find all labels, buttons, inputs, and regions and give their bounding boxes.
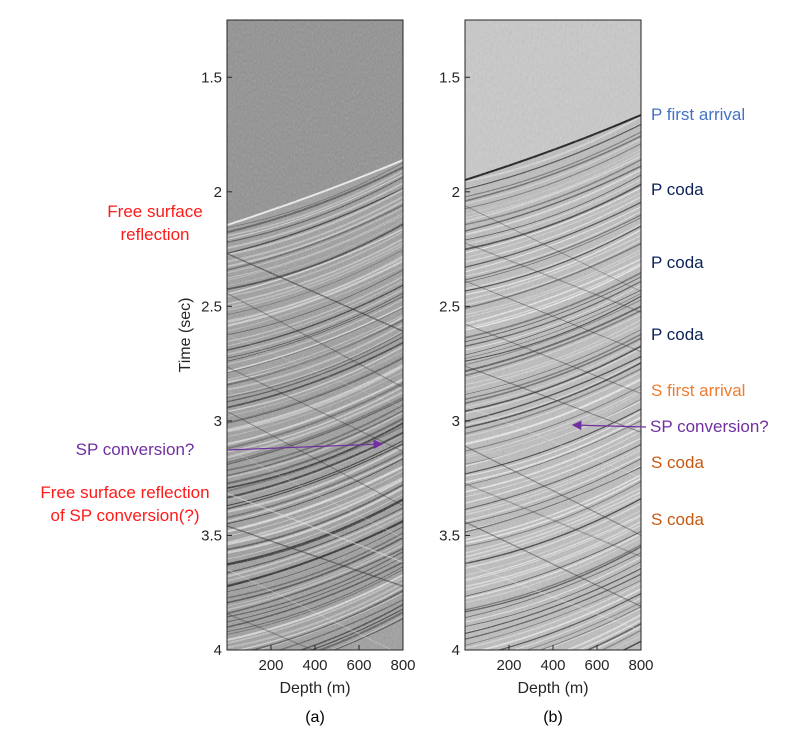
annotation-free-surface-sp-line1: Free surface reflection xyxy=(40,483,209,502)
panel-b-xtick-label: 400 xyxy=(540,657,565,674)
panel-a: 1.5 2 2.5 3 3.5 4 200 400 600 800 Depth (m) Time … xyxy=(40,19,416,726)
panel-a-xtick-label: 600 xyxy=(346,657,371,674)
panel-b-ytick-label: 3 xyxy=(452,413,460,430)
panel-b-ytick-label: 1.5 xyxy=(439,69,460,86)
annotation-sp-conversion-b: SP conversion? xyxy=(650,417,769,436)
panel-b-xtick-label: 800 xyxy=(628,657,653,674)
panel-a-ylabel: Time (sec) xyxy=(177,298,194,373)
panel-a-xtick-label: 800 xyxy=(390,657,415,674)
panel-a-ytick-label: 4 xyxy=(214,642,222,659)
annotation-p-coda-2: P coda xyxy=(651,253,704,272)
panel-b-xlabel: Depth (m) xyxy=(517,680,588,697)
panel-b-ytick-label: 2 xyxy=(452,184,460,201)
panel-b-caption: (b) xyxy=(543,709,563,726)
annotation-free-surface-line1: Free surface xyxy=(107,202,202,221)
panel-a-ytick-label: 1.5 xyxy=(201,69,222,86)
panel-a-caption: (a) xyxy=(305,709,325,726)
annotation-free-surface-line2: reflection xyxy=(121,225,190,244)
arrow-sp-conversion-b xyxy=(571,420,647,431)
panel-a-section-image xyxy=(227,20,403,650)
annotation-s-coda-2: S coda xyxy=(651,510,704,529)
panel-b-ytick-label: 2.5 xyxy=(439,298,460,315)
annotation-s-coda-1: S coda xyxy=(651,453,704,472)
annotation-sp-conversion-a: SP conversion? xyxy=(76,440,195,459)
arrow-sp-conversion-a xyxy=(226,439,384,451)
panel-b-ytick-label: 4 xyxy=(452,642,460,659)
panel-a-ytick-label: 2.5 xyxy=(201,298,222,315)
panel-a-xtick-label: 200 xyxy=(258,657,283,674)
annotation-p-first-arrival: P first arrival xyxy=(651,105,745,124)
panel-a-ytick-label: 2 xyxy=(214,184,222,201)
panel-b-xtick-label: 200 xyxy=(496,657,521,674)
annotation-p-coda-3: P coda xyxy=(651,325,704,344)
panel-a-ytick-label: 3 xyxy=(214,413,222,430)
annotation-p-coda-1: P coda xyxy=(651,180,704,199)
annotation-s-first-arrival: S first arrival xyxy=(651,381,745,400)
panel-a-xlabel: Depth (m) xyxy=(279,680,350,697)
panel-a-xtick-label: 400 xyxy=(302,657,327,674)
annotation-free-surface-sp-line2: of SP conversion(?) xyxy=(51,506,200,525)
panel-b-section-image xyxy=(465,20,641,650)
panel-a-ytick-label: 3.5 xyxy=(201,527,222,544)
panel-b-xtick-label: 600 xyxy=(584,657,609,674)
panel-b: 1.5 2 2.5 3 3.5 4 200 400 600 800 Depth (m) (b) P… xyxy=(439,19,769,726)
panel-b-ytick-label: 3.5 xyxy=(439,527,460,544)
